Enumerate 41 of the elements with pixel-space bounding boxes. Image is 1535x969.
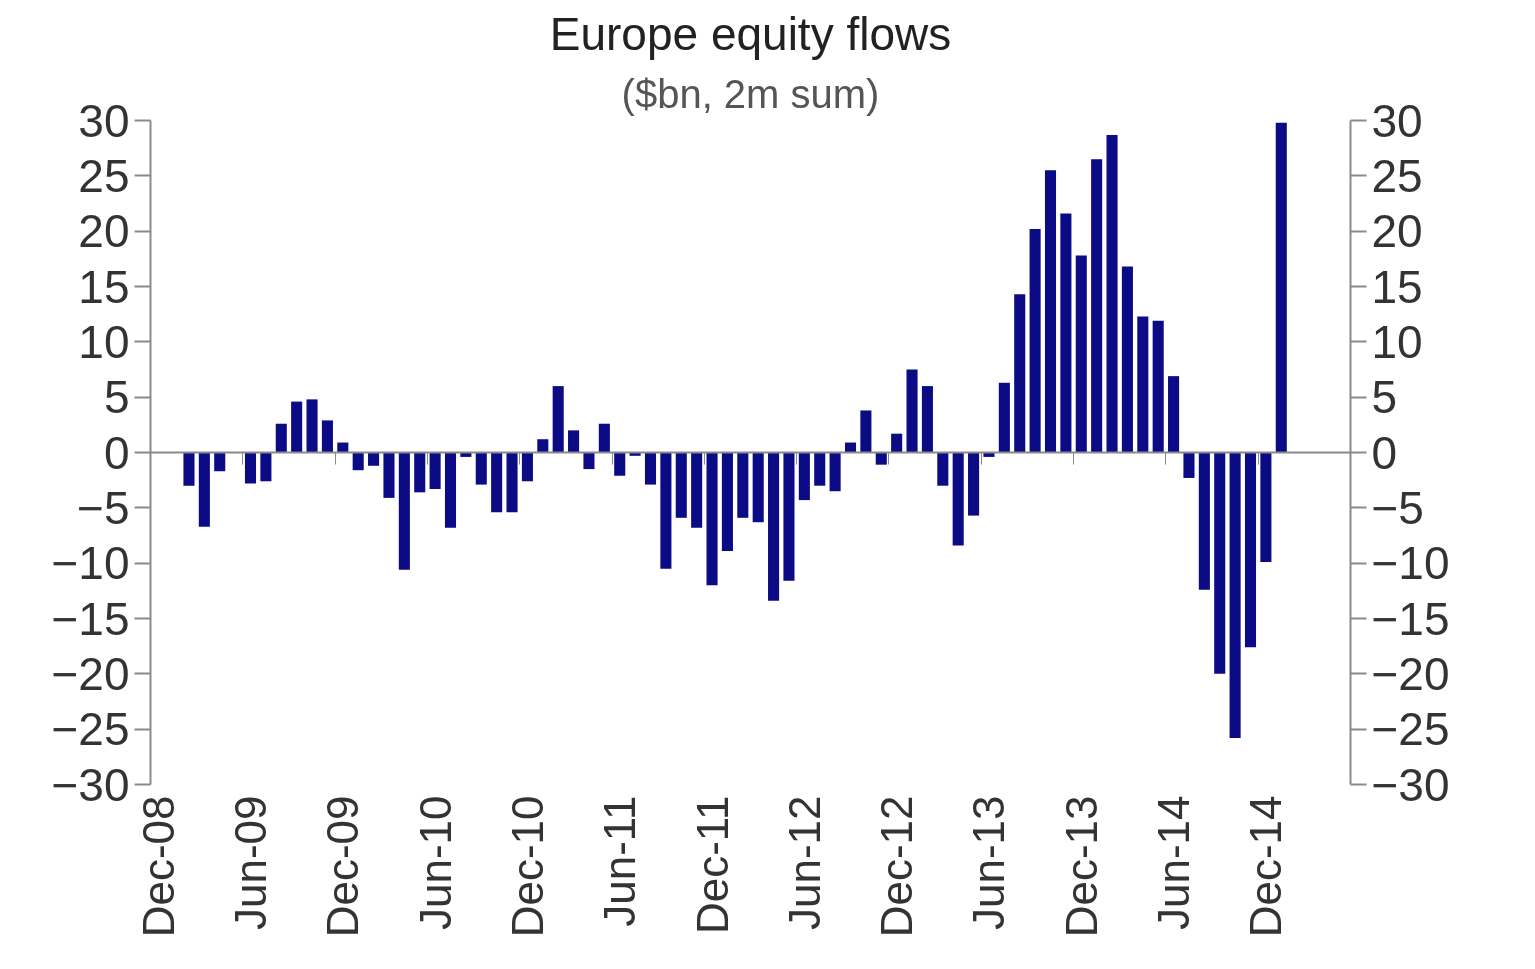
x-tick-label: Dec-14 <box>1241 795 1291 938</box>
x-tick-label: Dec-10 <box>502 795 552 938</box>
y2-tick-label: −25 <box>1371 703 1450 756</box>
y2-tick-label: −20 <box>1371 647 1450 700</box>
x-tick-label: Jun-13 <box>964 795 1014 931</box>
y2-tick-label: 25 <box>1371 149 1423 202</box>
chart-title: Europe equity flows <box>549 7 952 60</box>
x-tick-label: Dec-13 <box>1056 795 1106 938</box>
y2-tick-label: −10 <box>1371 537 1450 590</box>
y2-tick-label: 5 <box>1371 371 1398 424</box>
y-tick-label: 10 <box>78 315 130 368</box>
y2-tick-label: −30 <box>1371 758 1450 811</box>
y-tick-label: 5 <box>103 371 130 424</box>
x-tick-label: Jun-11 <box>595 795 645 927</box>
y2-tick-label: −5 <box>1371 481 1424 534</box>
y-tick-label: 0 <box>103 426 130 479</box>
y-tick-label: −5 <box>77 481 130 534</box>
x-tick-label: Dec-09 <box>318 795 368 938</box>
y2-tick-label: 0 <box>1371 426 1398 479</box>
y-tick-label: 30 <box>78 94 130 147</box>
y2-tick-label: 15 <box>1371 260 1423 313</box>
y2-tick-label: 10 <box>1371 315 1423 368</box>
chart-subtitle: ($bn, 2m sum) <box>621 71 880 116</box>
y-tick-label: 25 <box>78 149 130 202</box>
x-tick-label: Dec-12 <box>872 795 922 938</box>
y-tick-label: −15 <box>51 592 130 645</box>
y-tick-label: −20 <box>51 647 130 700</box>
x-tick-label: Dec-08 <box>133 795 183 938</box>
y2-tick-label: 30 <box>1371 94 1423 147</box>
x-tick-label: Dec-11 <box>687 795 737 935</box>
x-tick-label: Jun-09 <box>226 795 275 931</box>
y-tick-label: −25 <box>51 703 130 756</box>
y-tick-label: 20 <box>78 205 130 258</box>
y-tick-label: −10 <box>51 537 130 590</box>
y2-tick-label: 20 <box>1371 205 1423 258</box>
x-tick-label: Jun-14 <box>1149 795 1199 931</box>
y2-tick-label: −15 <box>1371 592 1450 645</box>
y-tick-label: 15 <box>78 260 130 313</box>
y-tick-label: −30 <box>51 758 130 811</box>
x-tick-label: Jun-12 <box>779 795 829 931</box>
x-tick-label: Jun-10 <box>410 795 460 931</box>
